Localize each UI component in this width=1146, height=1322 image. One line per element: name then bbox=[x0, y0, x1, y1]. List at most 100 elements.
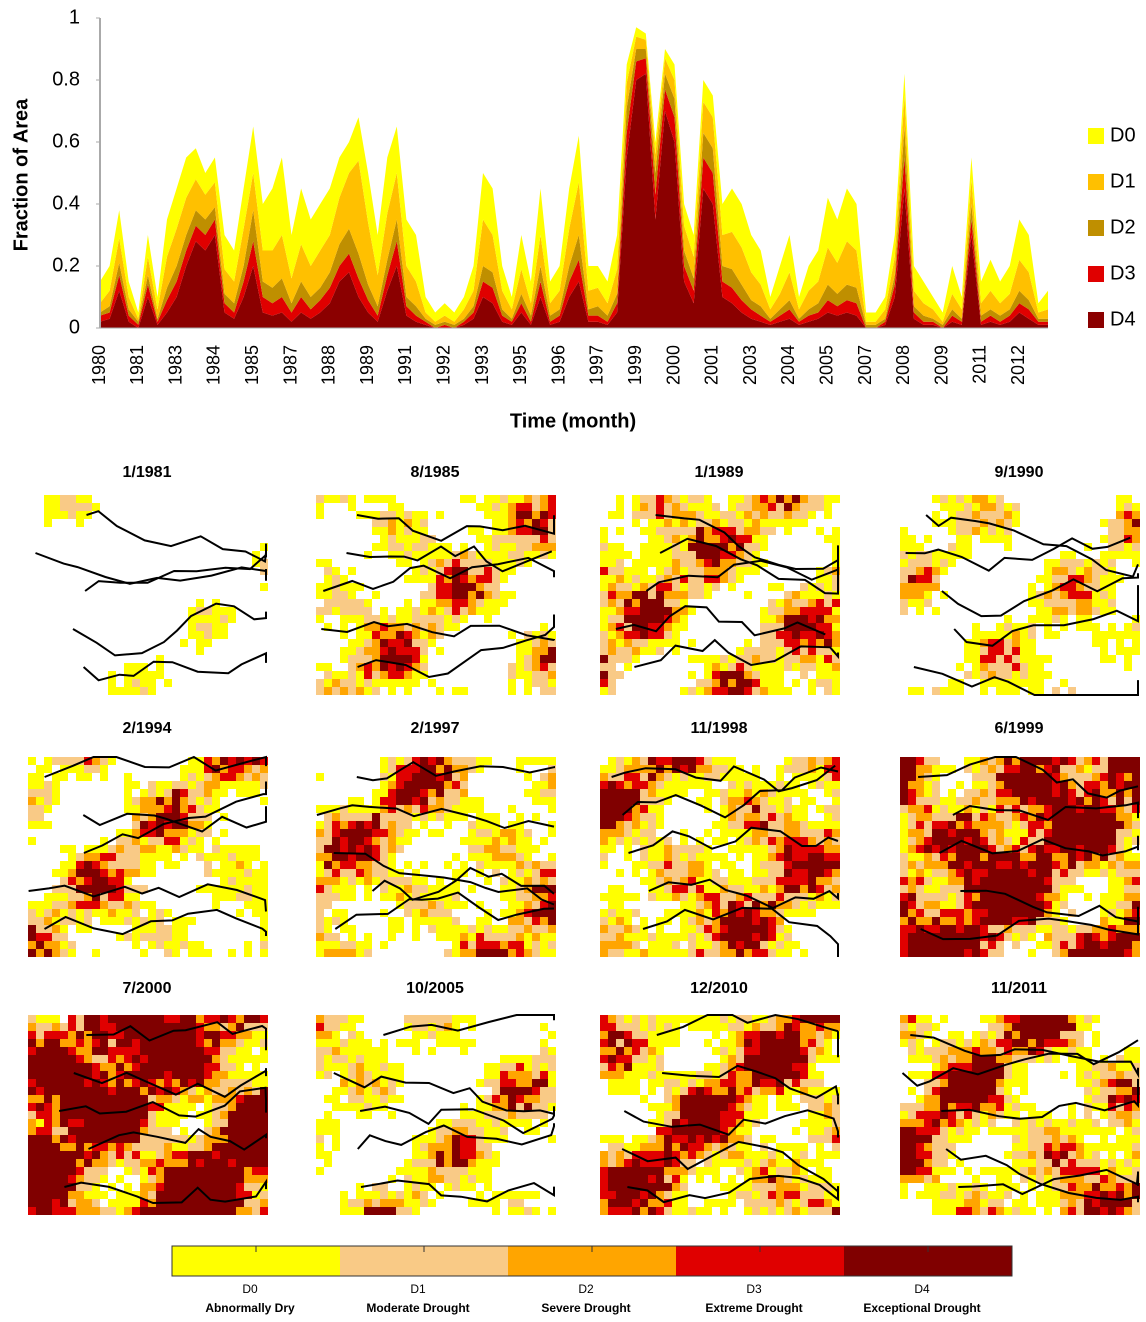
map-cell bbox=[1060, 559, 1068, 567]
map-cell bbox=[1052, 829, 1060, 837]
map-cell bbox=[964, 655, 972, 663]
map-cell bbox=[188, 1199, 196, 1207]
map-cell bbox=[972, 631, 980, 639]
map-cell bbox=[228, 893, 236, 901]
map-cell bbox=[1116, 829, 1124, 837]
map-cell bbox=[388, 1063, 396, 1071]
map-cell bbox=[1036, 599, 1044, 607]
map-cell bbox=[712, 671, 720, 679]
map-cell bbox=[540, 789, 548, 797]
map-cell bbox=[672, 941, 680, 949]
map-cell bbox=[84, 917, 92, 925]
map-cell bbox=[236, 1119, 244, 1127]
map-cell bbox=[1060, 893, 1068, 901]
map-cell bbox=[672, 583, 680, 591]
map-cell bbox=[412, 877, 420, 885]
map-cell bbox=[36, 1015, 44, 1023]
map-cell bbox=[1084, 837, 1092, 845]
map-cell bbox=[664, 949, 672, 957]
map-cell bbox=[484, 853, 492, 861]
map-cell bbox=[76, 1015, 84, 1023]
map-cell bbox=[524, 671, 532, 679]
map-cell bbox=[500, 527, 508, 535]
map-cell bbox=[672, 933, 680, 941]
map-cell bbox=[484, 607, 492, 615]
map-cell bbox=[476, 1175, 484, 1183]
map-cell bbox=[172, 1175, 180, 1183]
map-cell bbox=[736, 933, 744, 941]
map-cell bbox=[60, 1055, 68, 1063]
map-cell bbox=[624, 773, 632, 781]
map-cell bbox=[624, 663, 632, 671]
map-cell bbox=[220, 1159, 228, 1167]
map-cell bbox=[956, 861, 964, 869]
map-cell bbox=[420, 663, 428, 671]
map-cell bbox=[316, 511, 324, 519]
map-cell bbox=[476, 757, 484, 765]
map-cell bbox=[348, 495, 356, 503]
map-cell bbox=[972, 925, 980, 933]
map-cell bbox=[452, 1151, 460, 1159]
map-cell bbox=[28, 837, 36, 845]
map-cell bbox=[316, 925, 324, 933]
map-cell bbox=[1068, 877, 1076, 885]
map-cell bbox=[388, 647, 396, 655]
map-cell bbox=[688, 607, 696, 615]
map-cell bbox=[1124, 551, 1132, 559]
map-cell bbox=[212, 615, 220, 623]
map-cell bbox=[124, 1095, 132, 1103]
map-cell bbox=[1012, 511, 1020, 519]
map-cell bbox=[516, 1103, 524, 1111]
map-cell bbox=[44, 949, 52, 957]
map-cell bbox=[752, 503, 760, 511]
map-cell bbox=[156, 797, 164, 805]
map-cell bbox=[396, 631, 404, 639]
map-cell bbox=[1028, 679, 1036, 687]
map-cell bbox=[132, 893, 140, 901]
map-cell bbox=[600, 781, 608, 789]
map-cell bbox=[908, 909, 916, 917]
map-cell bbox=[736, 949, 744, 957]
map-cell bbox=[516, 511, 524, 519]
map-cell bbox=[656, 861, 664, 869]
map-cell bbox=[824, 583, 832, 591]
map-cell bbox=[1012, 909, 1020, 917]
map-cell bbox=[696, 655, 704, 663]
map-cell bbox=[388, 551, 396, 559]
map-cell bbox=[412, 1047, 420, 1055]
map-cell bbox=[60, 893, 68, 901]
map-cell bbox=[340, 599, 348, 607]
map-cell bbox=[624, 781, 632, 789]
map-cell bbox=[116, 1199, 124, 1207]
map-cell bbox=[220, 877, 228, 885]
map-cell bbox=[712, 941, 720, 949]
map-cell bbox=[164, 829, 172, 837]
map-cell bbox=[188, 829, 196, 837]
map-cell bbox=[632, 495, 640, 503]
map-cell bbox=[908, 797, 916, 805]
map-cell bbox=[316, 615, 324, 623]
map-cell bbox=[420, 599, 428, 607]
map-cell bbox=[832, 861, 840, 869]
map-cell bbox=[460, 1111, 468, 1119]
map-cell bbox=[816, 781, 824, 789]
map-cell bbox=[28, 1039, 36, 1047]
map-cell bbox=[1076, 789, 1084, 797]
map-cell bbox=[656, 519, 664, 527]
map-cell bbox=[476, 1135, 484, 1143]
map-cell bbox=[616, 941, 624, 949]
map-cell bbox=[932, 757, 940, 765]
map-cell bbox=[964, 511, 972, 519]
map-cell bbox=[372, 639, 380, 647]
map-cell bbox=[228, 773, 236, 781]
map-cell bbox=[532, 647, 540, 655]
map-cell bbox=[380, 1039, 388, 1047]
map-cell bbox=[332, 1087, 340, 1095]
map-cell bbox=[204, 1143, 212, 1151]
map-cell bbox=[1076, 591, 1084, 599]
map-cell bbox=[332, 845, 340, 853]
map-cell bbox=[672, 949, 680, 957]
map-cell bbox=[808, 591, 816, 599]
map-cell bbox=[420, 1199, 428, 1207]
map-cell bbox=[956, 877, 964, 885]
